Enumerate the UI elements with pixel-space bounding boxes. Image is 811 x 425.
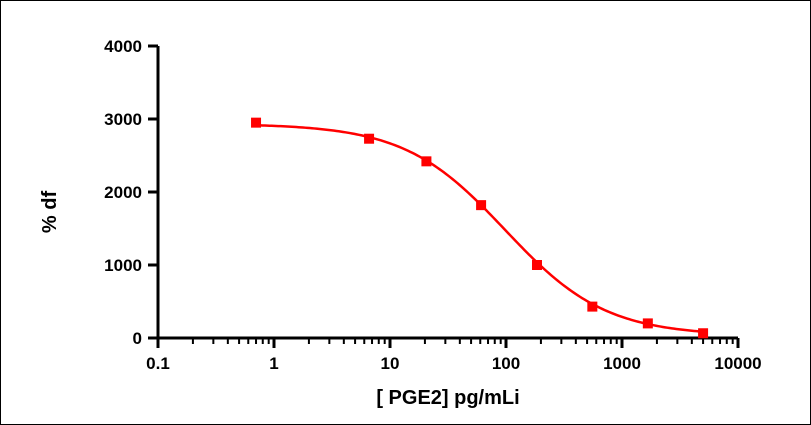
y-tick-label: 3000: [104, 110, 142, 129]
data-point: [531, 260, 542, 270]
x-tick-label: 1: [269, 354, 278, 373]
x-tick-label: 0.1: [146, 354, 170, 373]
axes: [156, 46, 738, 340]
data-point: [642, 318, 653, 329]
y-tick-label: 0: [133, 329, 142, 348]
x-tick-label: 1000: [603, 354, 641, 373]
data-point: [476, 200, 487, 211]
x-tick-label: 10: [381, 354, 400, 373]
data-point: [364, 133, 375, 144]
y-tick-label: 1000: [104, 256, 142, 275]
data-point: [587, 301, 598, 312]
fit-curve: [255, 124, 704, 333]
data-point: [421, 156, 432, 167]
x-tick-label: 10000: [714, 354, 761, 373]
data-points: [251, 117, 709, 339]
data-point: [698, 328, 709, 339]
data-point: [251, 117, 262, 128]
y-tick-label: 4000: [104, 37, 142, 56]
y-tick-label: 2000: [104, 183, 142, 202]
y-axis-title: % df: [39, 191, 61, 234]
x-tick-label: 100: [492, 354, 520, 373]
y-ticks: 0 1000 2000 3000 4000: [104, 37, 158, 348]
x-ticks: 0.1 1 10 100 1000 10000: [146, 338, 762, 373]
x-axis-title: [ PGE2] pg/mLi: [376, 387, 519, 409]
